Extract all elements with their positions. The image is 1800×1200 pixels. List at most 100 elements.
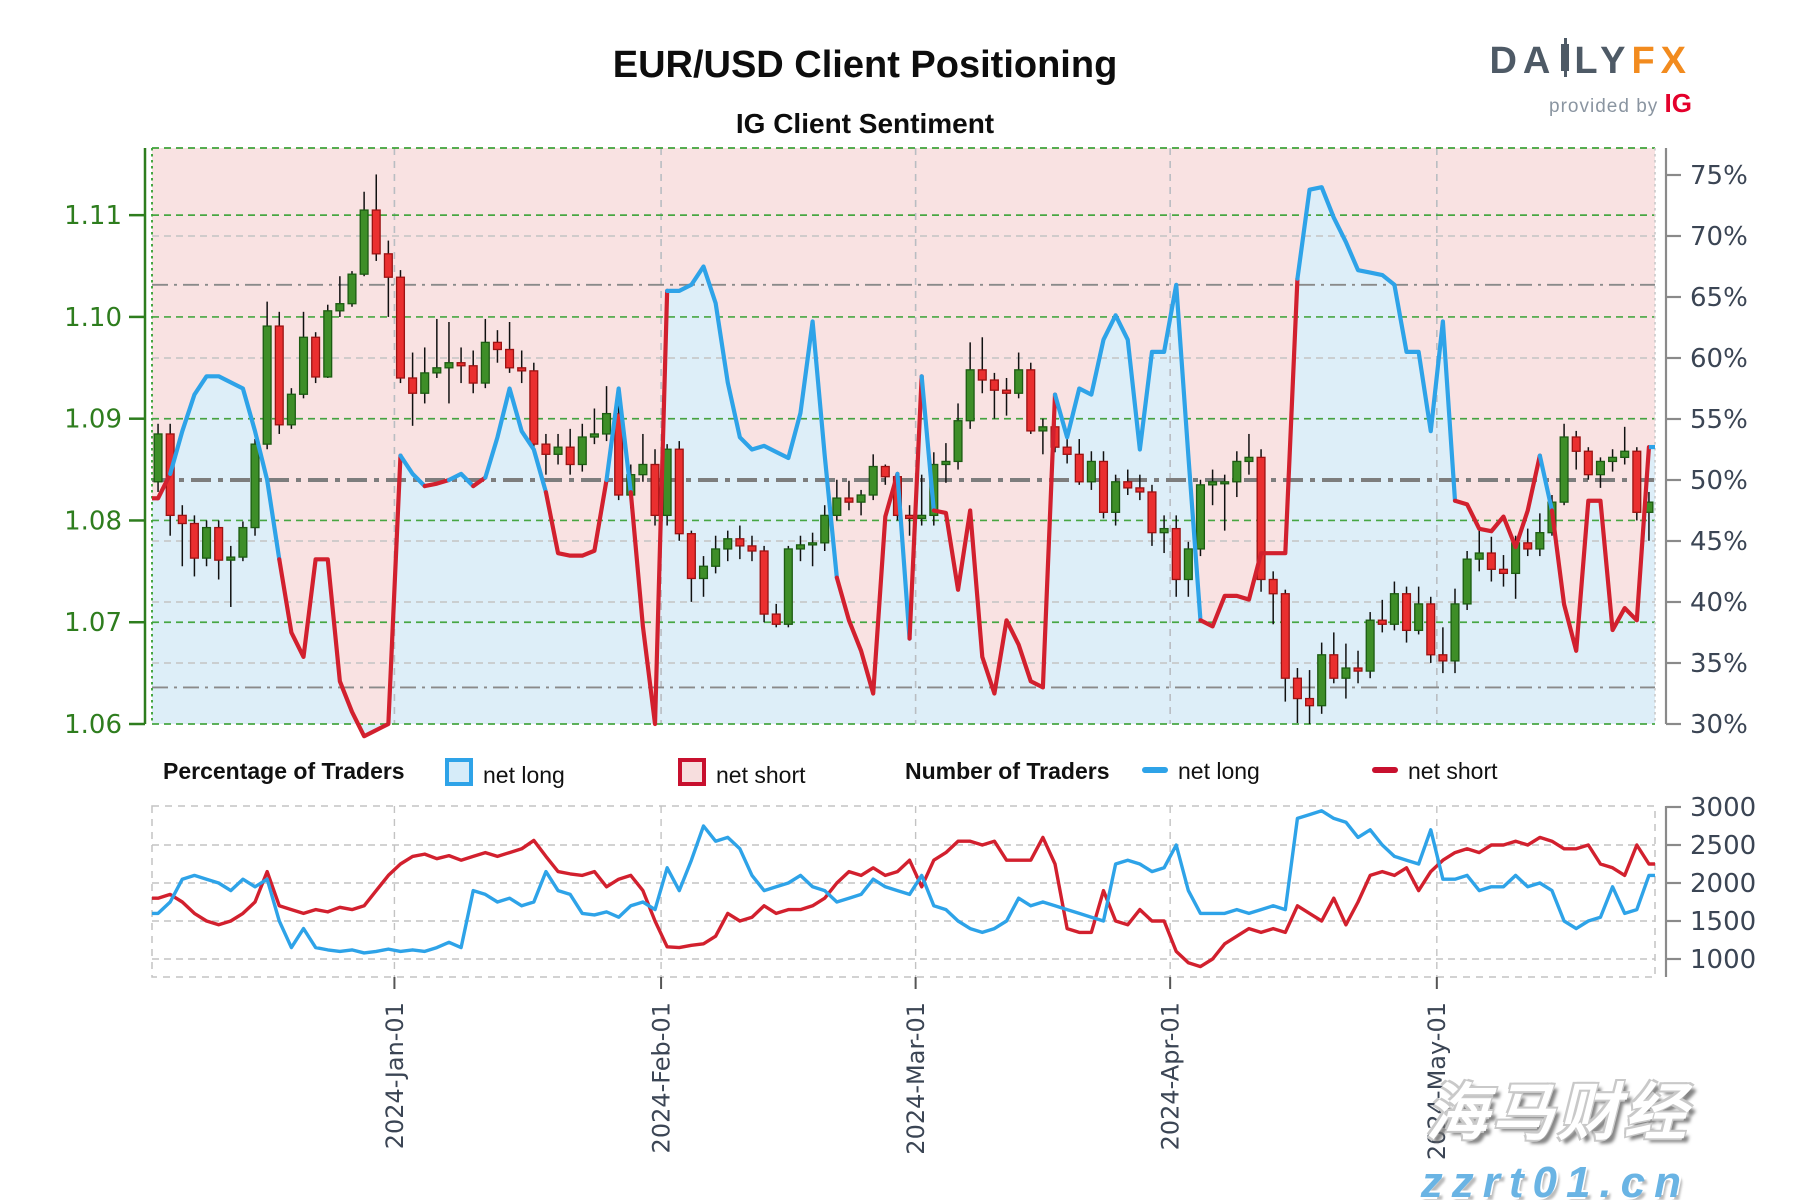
candle-body (456, 362, 466, 367)
legend-num-net-long-label: net long (1178, 758, 1260, 784)
candle-body (1171, 527, 1181, 581)
candle-body (917, 514, 927, 520)
candle-body (250, 443, 260, 529)
candle-body (323, 310, 333, 378)
candle-body (771, 613, 781, 625)
x-tick-label: 2024-May-01 (1423, 1002, 1451, 1160)
pct-tick-label: 70% (1690, 222, 1748, 252)
price-tick-label: 1.09 (64, 405, 122, 435)
candle-body (1632, 450, 1642, 513)
candle-body (298, 336, 309, 395)
candle-body (953, 420, 963, 463)
pct-sentiment-line (168, 374, 282, 562)
x-tick-label: 2024-Jan-01 (381, 1002, 409, 1149)
x-tick-label: 2024-Mar-01 (902, 1002, 930, 1155)
candle-body (541, 443, 551, 455)
candle-body (1559, 436, 1569, 503)
num-tick-label: 2000 (1690, 869, 1756, 899)
legend-num-net-short: net short (1372, 758, 1498, 785)
candle-body (1232, 460, 1242, 483)
pct-sentiment-line (834, 471, 900, 696)
candle-body (1341, 667, 1351, 679)
logo-text-fx: FX (1631, 40, 1692, 82)
candle-body (1244, 456, 1254, 463)
candle-body (674, 448, 684, 535)
watermark-brand: 海马财经 (1425, 1079, 1690, 1148)
candle-body (201, 526, 212, 559)
candle-body (1062, 446, 1072, 455)
candle-body (698, 565, 709, 580)
candle-body (529, 370, 539, 445)
candle-body (517, 367, 527, 372)
candle-body (1426, 603, 1436, 656)
candle-body (286, 393, 296, 426)
candle-body (1001, 389, 1012, 394)
num-tick-label: 1000 (1690, 945, 1756, 975)
pct-sentiment-line (471, 475, 488, 489)
legend-num-title: Number of Traders (905, 758, 1110, 784)
num-short-line (152, 835, 1655, 969)
candle-body (553, 446, 563, 455)
candle-body (868, 465, 878, 496)
pct-tick-label: 60% (1690, 344, 1748, 374)
pct-tick-label: 65% (1690, 283, 1748, 313)
pct-sentiment-line (446, 471, 476, 489)
candle-body (347, 273, 357, 305)
price-tick-label: 1.08 (64, 506, 122, 536)
net-long-line-icon (1142, 767, 1168, 773)
candle-body (189, 522, 199, 559)
candle-body (214, 526, 224, 561)
candle-body (1365, 619, 1375, 672)
candle-body (1268, 578, 1278, 595)
num-tick-label: 2500 (1690, 831, 1756, 861)
legend-pct-net-short: net short (678, 758, 806, 789)
price-tick-label: 1.11 (64, 201, 122, 231)
price-tick-label: 1.10 (64, 303, 122, 333)
pct-tick-label: 55% (1690, 405, 1748, 435)
candle-body (177, 514, 187, 525)
dailyfx-logo: DA LYFX provided by IG (1489, 38, 1692, 119)
candle-body (1620, 450, 1630, 459)
logo-candlestick-icon (1561, 38, 1570, 77)
pct-sentiment-line (1052, 282, 1203, 623)
pct-sentiment-line (1295, 185, 1458, 503)
candle-body (650, 463, 660, 517)
candle-body (492, 341, 502, 351)
chart-subtitle: IG Client Sentiment (735, 108, 995, 139)
legend-num-net-long: net long (1142, 758, 1260, 785)
candle-body (614, 412, 624, 496)
candle-body (1535, 532, 1545, 550)
candle-body (1147, 491, 1157, 534)
net-long-swatch-icon (445, 758, 473, 786)
candle-body (686, 533, 696, 580)
net-short-area (152, 148, 1655, 737)
candle-body (1608, 456, 1618, 463)
candle-body (262, 325, 272, 445)
candle-body (1123, 481, 1133, 489)
candle-body (383, 253, 393, 278)
candle-body (480, 341, 490, 384)
traders-plot-border (151, 805, 1656, 978)
candle-body (711, 548, 721, 567)
candle-body (395, 276, 406, 379)
candle-body (820, 514, 830, 544)
candle-body (1183, 548, 1193, 581)
candle-body (905, 514, 915, 520)
candle-body (735, 538, 745, 547)
candle-body (1474, 552, 1484, 560)
watermark: 海马财经 zzrt01.cn (1421, 1062, 1690, 1200)
pct-tick-label: 50% (1690, 466, 1748, 496)
candle-body (783, 548, 793, 625)
candle-body (1074, 453, 1084, 483)
candle-body (1401, 593, 1412, 632)
ig-logo: IG (1664, 88, 1692, 118)
provided-by-text: provided by (1549, 96, 1659, 117)
candle-body (832, 497, 842, 517)
candle-body (359, 209, 369, 275)
pct-sentiment-line (422, 477, 452, 489)
candle-body (1450, 603, 1460, 662)
candle-body (1583, 450, 1593, 476)
candle-body (844, 497, 854, 503)
candle-body (432, 367, 442, 374)
